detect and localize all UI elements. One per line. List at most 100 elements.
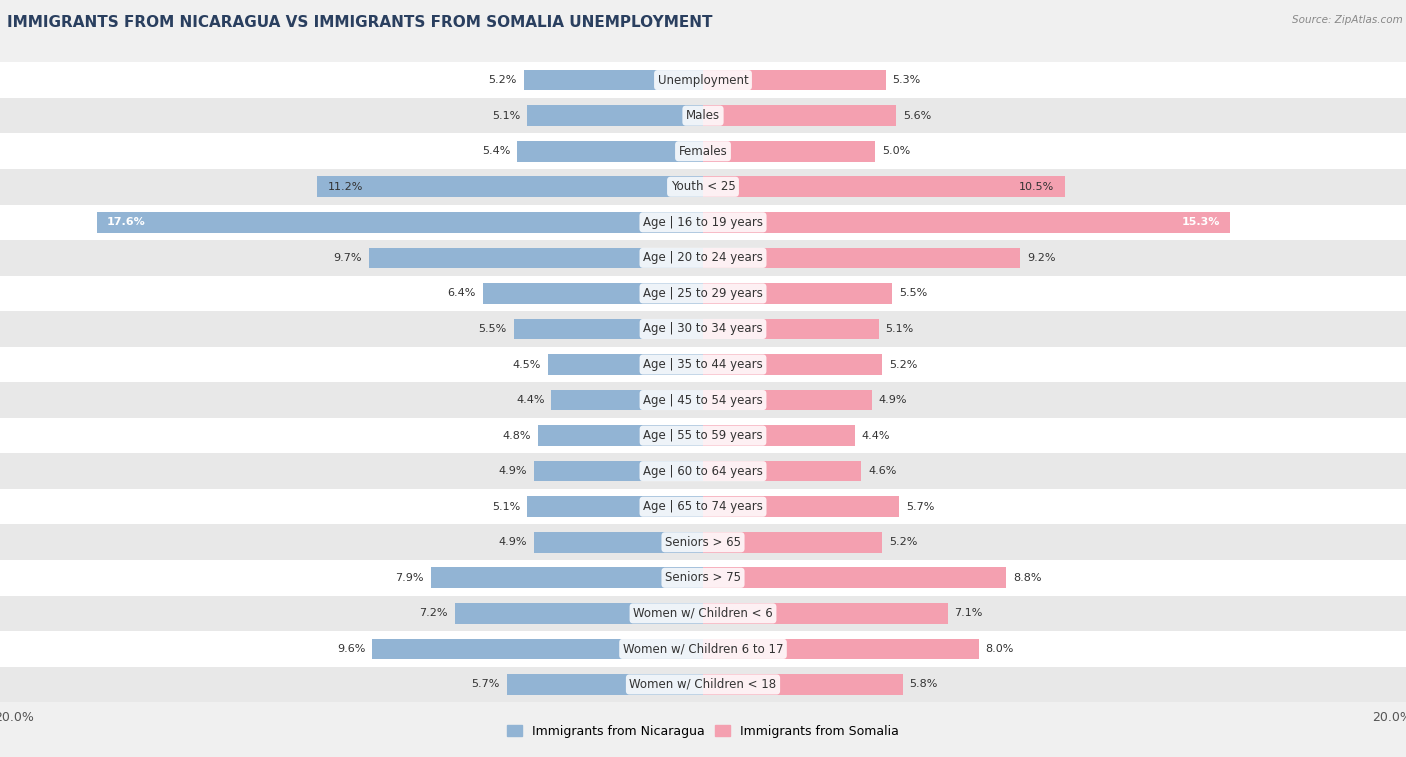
Text: 9.2%: 9.2%	[1026, 253, 1056, 263]
Text: Age | 55 to 59 years: Age | 55 to 59 years	[643, 429, 763, 442]
Text: Youth < 25: Youth < 25	[671, 180, 735, 193]
Text: 4.5%: 4.5%	[513, 360, 541, 369]
Bar	[0, 240, 1406, 276]
Text: Age | 35 to 44 years: Age | 35 to 44 years	[643, 358, 763, 371]
Text: 5.2%: 5.2%	[889, 537, 917, 547]
Text: Age | 25 to 29 years: Age | 25 to 29 years	[643, 287, 763, 300]
Text: 5.1%: 5.1%	[492, 111, 520, 120]
Text: Males: Males	[686, 109, 720, 122]
Text: Source: ZipAtlas.com: Source: ZipAtlas.com	[1292, 15, 1403, 25]
Bar	[534, 532, 703, 553]
Text: 4.9%: 4.9%	[499, 466, 527, 476]
Text: 6.4%: 6.4%	[447, 288, 475, 298]
Bar	[0, 98, 1406, 133]
Text: 5.1%: 5.1%	[886, 324, 914, 334]
Bar	[0, 62, 1406, 98]
Text: Age | 65 to 74 years: Age | 65 to 74 years	[643, 500, 763, 513]
Bar	[537, 425, 703, 446]
Text: Age | 30 to 34 years: Age | 30 to 34 years	[643, 322, 763, 335]
Bar	[0, 631, 1406, 667]
Bar	[527, 497, 703, 517]
Text: Unemployment: Unemployment	[658, 73, 748, 86]
Bar	[703, 319, 879, 339]
Text: 5.1%: 5.1%	[492, 502, 520, 512]
Bar	[0, 560, 1406, 596]
Text: IMMIGRANTS FROM NICARAGUA VS IMMIGRANTS FROM SOMALIA UNEMPLOYMENT: IMMIGRANTS FROM NICARAGUA VS IMMIGRANTS …	[7, 15, 713, 30]
Text: 5.6%: 5.6%	[903, 111, 931, 120]
Text: 8.0%: 8.0%	[986, 644, 1014, 654]
Bar	[703, 674, 903, 695]
Text: 4.9%: 4.9%	[499, 537, 527, 547]
Text: 7.2%: 7.2%	[419, 609, 449, 618]
Text: 5.3%: 5.3%	[893, 75, 921, 85]
Text: 15.3%: 15.3%	[1181, 217, 1219, 227]
Bar	[430, 568, 703, 588]
Bar	[703, 105, 896, 126]
Text: 5.8%: 5.8%	[910, 680, 938, 690]
Bar	[0, 133, 1406, 169]
Text: Females: Females	[679, 145, 727, 157]
Text: Age | 20 to 24 years: Age | 20 to 24 years	[643, 251, 763, 264]
Text: Age | 16 to 19 years: Age | 16 to 19 years	[643, 216, 763, 229]
Bar	[703, 603, 948, 624]
Bar	[703, 425, 855, 446]
Text: 9.7%: 9.7%	[333, 253, 361, 263]
Text: 11.2%: 11.2%	[328, 182, 363, 192]
Bar	[703, 248, 1019, 268]
Text: Seniors > 75: Seniors > 75	[665, 572, 741, 584]
Bar	[0, 596, 1406, 631]
Bar	[0, 169, 1406, 204]
Text: 5.2%: 5.2%	[889, 360, 917, 369]
Bar	[703, 390, 872, 410]
Text: Seniors > 65: Seniors > 65	[665, 536, 741, 549]
Text: Age | 60 to 64 years: Age | 60 to 64 years	[643, 465, 763, 478]
Text: 5.2%: 5.2%	[489, 75, 517, 85]
Bar	[0, 311, 1406, 347]
Text: 5.0%: 5.0%	[882, 146, 910, 156]
Text: 4.6%: 4.6%	[869, 466, 897, 476]
Text: 5.7%: 5.7%	[907, 502, 935, 512]
Text: 9.6%: 9.6%	[337, 644, 366, 654]
Text: 5.5%: 5.5%	[900, 288, 928, 298]
Bar	[703, 283, 893, 304]
Bar	[0, 276, 1406, 311]
Text: 4.8%: 4.8%	[502, 431, 531, 441]
Text: 8.8%: 8.8%	[1012, 573, 1042, 583]
Text: 4.4%: 4.4%	[516, 395, 544, 405]
Bar	[534, 461, 703, 481]
Bar	[703, 176, 1064, 197]
Bar	[548, 354, 703, 375]
Bar	[373, 639, 703, 659]
Text: 5.4%: 5.4%	[482, 146, 510, 156]
Bar	[0, 418, 1406, 453]
Bar	[0, 525, 1406, 560]
Bar	[703, 212, 1230, 232]
Text: Age | 45 to 54 years: Age | 45 to 54 years	[643, 394, 763, 407]
Bar	[703, 141, 875, 161]
Legend: Immigrants from Nicaragua, Immigrants from Somalia: Immigrants from Nicaragua, Immigrants fr…	[502, 720, 904, 743]
Text: 5.5%: 5.5%	[478, 324, 506, 334]
Text: 7.1%: 7.1%	[955, 609, 983, 618]
Text: 5.7%: 5.7%	[471, 680, 499, 690]
Bar	[456, 603, 703, 624]
Bar	[0, 347, 1406, 382]
Text: Women w/ Children < 18: Women w/ Children < 18	[630, 678, 776, 691]
Text: Women w/ Children < 6: Women w/ Children < 6	[633, 607, 773, 620]
Text: 4.4%: 4.4%	[862, 431, 890, 441]
Bar	[0, 489, 1406, 525]
Bar	[0, 453, 1406, 489]
Bar	[551, 390, 703, 410]
Text: 4.9%: 4.9%	[879, 395, 907, 405]
Bar	[482, 283, 703, 304]
Bar	[0, 667, 1406, 702]
Bar	[513, 319, 703, 339]
Bar	[97, 212, 703, 232]
Bar	[527, 105, 703, 126]
Bar	[703, 639, 979, 659]
Text: 7.9%: 7.9%	[395, 573, 425, 583]
Bar	[703, 532, 882, 553]
Bar	[524, 70, 703, 90]
Text: 10.5%: 10.5%	[1019, 182, 1054, 192]
Bar	[318, 176, 703, 197]
Text: Women w/ Children 6 to 17: Women w/ Children 6 to 17	[623, 643, 783, 656]
